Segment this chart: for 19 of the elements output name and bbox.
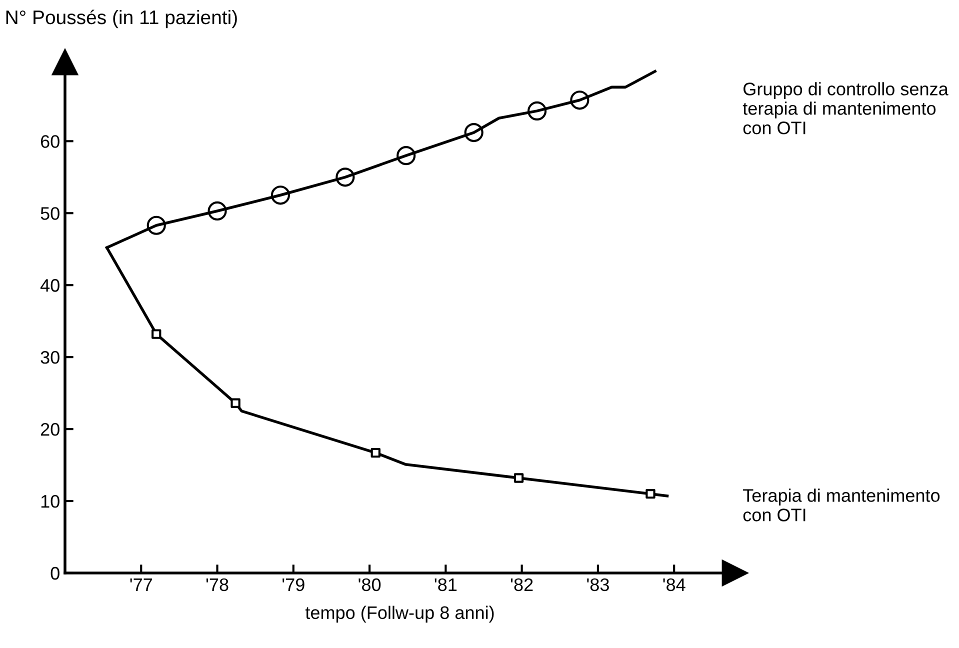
y-tick-label: 0 <box>50 566 60 580</box>
x-tick-label: '82 <box>510 578 533 592</box>
x-axis-title: tempo (Follw-up 8 anni) <box>305 606 494 623</box>
y-tick-label: 40 <box>40 279 60 292</box>
x-tick-label: '80 <box>358 578 381 592</box>
x-tick-label: '79 <box>282 578 304 592</box>
x-tick-label: '77 <box>130 578 152 591</box>
text: Terapia di mantenimento con OTI <box>743 488 940 522</box>
text: Gruppo di controllo senza terapia di mantenimento con OTI <box>742 82 948 134</box>
y-tick-label: 10 <box>41 494 60 508</box>
x-tick-label: '78 <box>206 578 228 592</box>
x-tick-label: '84 <box>663 578 686 592</box>
y-tick-label: 30 <box>40 351 60 364</box>
y-axis-title: N° Poussés (in 11 pazienti) <box>6 10 237 28</box>
x-tick-label: '81 <box>434 578 457 592</box>
y-tick-label: 60 <box>40 135 60 148</box>
y-tick-label: 20 <box>40 422 60 436</box>
y-tick-label: 50 <box>40 207 60 220</box>
x-tick-label: '83 <box>587 578 609 592</box>
